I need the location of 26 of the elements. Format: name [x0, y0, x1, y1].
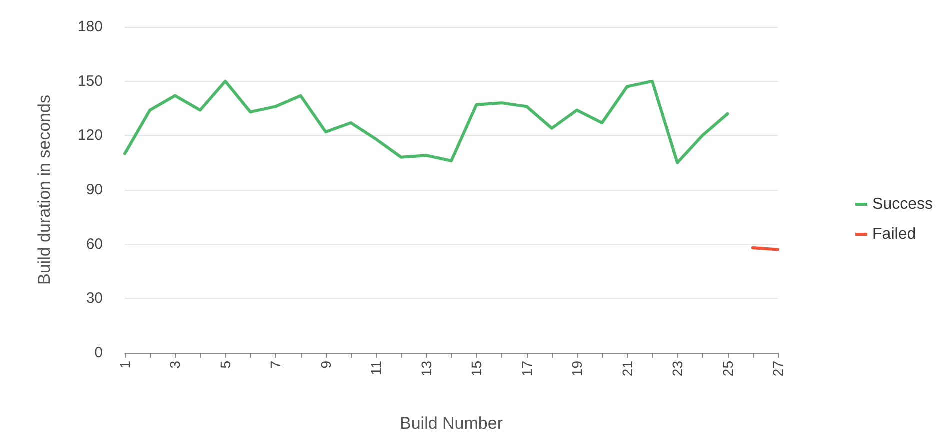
x-tick-label: 23 — [670, 360, 686, 377]
y-tick-label: 60 — [86, 236, 103, 253]
x-tick-label: 19 — [569, 360, 586, 377]
x-tick-label: 1 — [117, 360, 133, 369]
x-tick-label: 21 — [619, 360, 636, 377]
legend-label: Failed — [872, 226, 916, 243]
x-axis-title: Build Number — [400, 414, 504, 433]
y-axis-title: Build duration in seconds — [35, 95, 54, 285]
y-tick-label: 120 — [78, 127, 103, 144]
x-tick-label: 13 — [418, 360, 434, 377]
x-tick-label: 9 — [318, 360, 334, 369]
y-tick-label: 30 — [86, 290, 103, 308]
y-tick-label: 150 — [78, 72, 103, 90]
x-tick-label: 11 — [368, 360, 384, 376]
x-tick-label: 27 — [770, 360, 786, 377]
x-tick-label: 17 — [518, 360, 535, 377]
x-tick-label: 25 — [720, 360, 736, 377]
x-tick-label: 3 — [167, 360, 184, 369]
y-tick-label: 0 — [94, 344, 103, 362]
x-tick-label: 15 — [468, 360, 485, 377]
x-tick-label: 5 — [217, 360, 234, 369]
legend-label: Success — [872, 196, 933, 213]
y-tick-label: 90 — [86, 182, 103, 198]
line-series — [124, 80, 730, 164]
y-tick-label: 180 — [78, 18, 103, 36]
x-tick-label: 7 — [268, 360, 284, 369]
